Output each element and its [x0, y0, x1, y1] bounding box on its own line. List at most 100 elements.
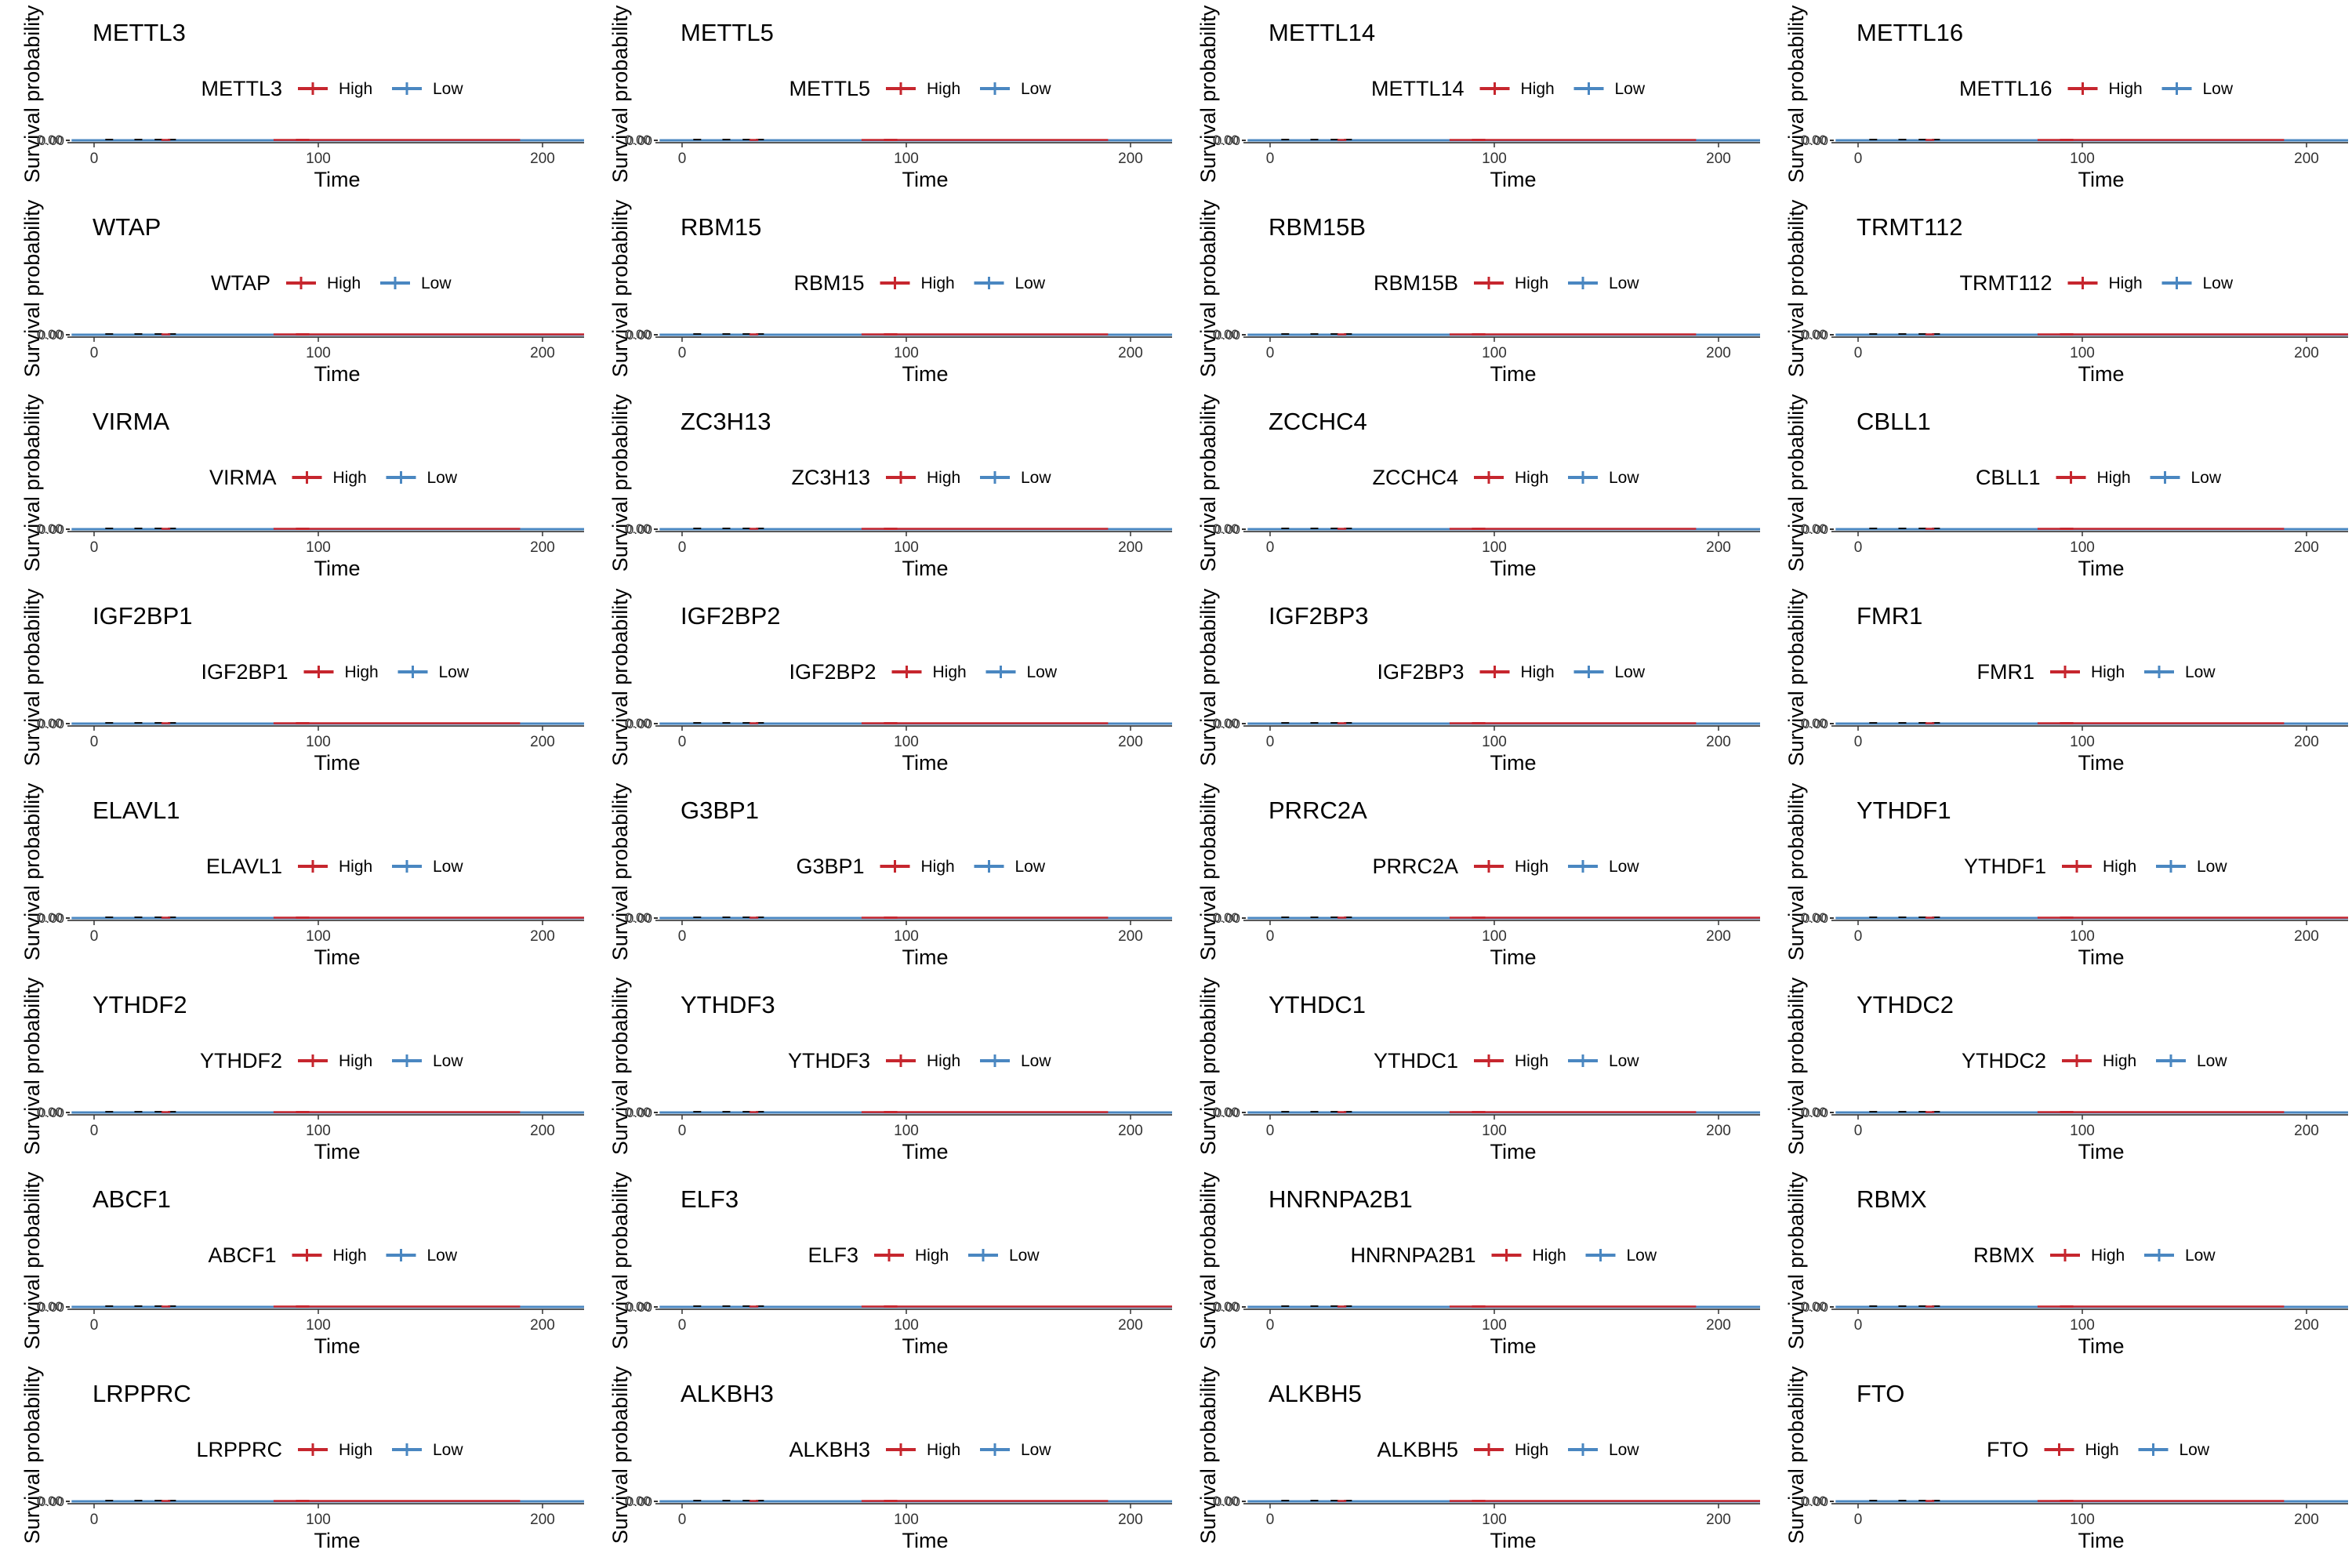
survival-panel: YTHDF2 Survival probability YTHDF2 High Low 0… [0, 972, 588, 1167]
legend-label-high: High [915, 1247, 949, 1265]
panel-title: METTL3 [93, 19, 186, 46]
y-tick-label: 0.00 [625, 1494, 651, 1508]
legend: HNRNPA2B1 High Low [1350, 1243, 1657, 1267]
survival-plot: YTHDF2 Survival probability YTHDF2 High Low 0… [20, 977, 584, 1163]
legend: IGF2BP3 High Low [1377, 660, 1645, 684]
survival-plot: IGF2BP2 Survival probability IGF2BP2 High Lo… [608, 588, 1172, 775]
legend-title: METTL3 [201, 77, 282, 100]
legend-label-low: Low [1609, 469, 1639, 487]
panel-title: ALKBH5 [1269, 1380, 1362, 1407]
legend-title: YTHDC2 [1962, 1049, 2046, 1073]
y-axis-label: Survival probability [1784, 782, 1808, 960]
legend-label-low: Low [1615, 80, 1646, 98]
panel-title: VIRMA [93, 408, 170, 435]
x-tick-label: 200 [2294, 1317, 2319, 1334]
legend-label-low: Low [1021, 469, 1051, 487]
legend-title: FMR1 [1977, 660, 2035, 684]
legend-label-high: High [333, 1247, 367, 1265]
x-tick-label: 100 [2070, 734, 2095, 750]
legend-label-low: Low [2197, 1052, 2227, 1070]
survival-panel: FTO Survival probability FTO High Low 0.00 0.0… [1764, 1361, 2352, 1555]
legend: RBMX High Low [1973, 1243, 2216, 1267]
y-tick-label: 0.00 [37, 910, 63, 925]
x-axis-label: Time [902, 751, 949, 775]
legend: TRMT112 High Low [1959, 271, 2233, 295]
y-tick-label: 0.00 [1802, 133, 1828, 148]
legend: FTO High Low [1987, 1438, 2210, 1461]
x-tick-label: 100 [894, 345, 919, 361]
survival-plot: YTHDF1 Survival probability YTHDF1 High Low 0… [1784, 782, 2348, 969]
survival-panel: WTAP Survival probability WTAP High Low 0.00 0… [0, 194, 588, 389]
y-tick-label: 0.00 [1801, 1299, 1827, 1314]
survival-panel: CBLL1 Survival probability CBLL1 High Low 0.0… [1764, 389, 2352, 583]
survival-panel: ABCF1 Survival probability ABCF1 High Low 0.0… [0, 1167, 588, 1361]
legend-label-low: Low [1615, 663, 1646, 681]
x-tick-label: 100 [894, 1317, 919, 1334]
legend: ZC3H13 High Low [791, 466, 1051, 489]
survival-plot: FMR1 Survival probability FMR1 High Low 0.00 0… [1784, 588, 2348, 775]
x-tick-label: 200 [1118, 151, 1143, 167]
panel-title: METTL5 [681, 19, 774, 46]
y-tick-label: 0.00 [626, 522, 652, 537]
y-tick-label: 0.00 [38, 1494, 64, 1509]
y-axis-label: Survival probability [608, 1171, 632, 1349]
x-tick-label: 200 [1706, 151, 1731, 167]
survival-panel: YTHDF1 Survival probability YTHDF1 High Low 0… [1764, 778, 2352, 972]
legend: METTL16 High Low [1959, 77, 2234, 100]
panel-title: RBM15 [681, 213, 761, 241]
survival-panel: METTL3 Survival probability METTL3 High Low 0… [0, 0, 588, 194]
x-tick-label: 0 [678, 734, 687, 750]
x-tick-label: 100 [1482, 1512, 1507, 1528]
legend-label-low: Low [433, 858, 463, 876]
survival-plot: RBM15 Survival probability RBM15 High Low 0.0… [608, 199, 1172, 386]
x-tick-label: 100 [894, 928, 919, 945]
survival-plot: ALKBH3 Survival probability ALKBH3 High Low 0… [608, 1366, 1172, 1552]
survival-panel: ALKBH3 Survival probability ALKBH3 High Low 0… [588, 1361, 1176, 1555]
panel-title: IGF2BP2 [681, 602, 781, 630]
y-tick-label: 0.00 [37, 1494, 63, 1508]
legend-label-high: High [2091, 1247, 2125, 1265]
legend-label-high: High [933, 663, 967, 681]
legend-title: CBLL1 [1976, 466, 2041, 489]
x-tick-label: 100 [306, 1123, 331, 1139]
y-axis-label: Survival probability [608, 977, 632, 1155]
x-tick-label: 100 [894, 539, 919, 556]
survival-panel: VIRMA Survival probability VIRMA High Low 0.0… [0, 389, 588, 583]
x-tick-label: 0 [1854, 1123, 1863, 1139]
x-tick-label: 100 [2070, 539, 2095, 556]
legend-label-low: Low [2203, 80, 2234, 98]
survival-plot: YTHDF3 Survival probability YTHDF3 High Low 0… [608, 977, 1172, 1163]
legend: METTL3 High Low [201, 77, 463, 100]
x-tick-label: 0 [1854, 928, 1863, 945]
y-tick-label: 0.00 [626, 328, 652, 343]
survival-plot: METTL5 Survival probability METTL5 High Low 0… [608, 5, 1172, 191]
y-axis-label: Survival probability [20, 977, 44, 1155]
y-tick-label: 0.00 [38, 133, 64, 148]
legend-label-high: High [2109, 80, 2143, 98]
legend-label-low: Low [2185, 663, 2216, 681]
x-tick-label: 100 [306, 151, 331, 167]
legend-title: IGF2BP3 [1377, 660, 1464, 684]
x-tick-label: 0 [678, 1512, 687, 1528]
y-tick-label: 0.00 [38, 717, 64, 731]
legend-title: YTHDF2 [200, 1049, 282, 1073]
legend-label-high: High [2085, 1441, 2119, 1459]
panel-title: YTHDF1 [1857, 797, 1951, 824]
legend: METTL14 High Low [1371, 77, 1646, 100]
legend-title: ELAVL1 [206, 855, 282, 878]
y-tick-label: 0.00 [37, 327, 63, 342]
legend-label-low: Low [2185, 1247, 2216, 1265]
y-tick-label: 0.00 [37, 1105, 63, 1120]
x-tick-label: 200 [530, 539, 555, 556]
legend: RBM15B High Low [1374, 271, 1639, 295]
y-tick-label: 0.00 [1802, 1300, 1828, 1315]
panel-title: HNRNPA2B1 [1269, 1185, 1413, 1213]
legend: ZCCHC4 High Low [1372, 466, 1639, 489]
x-tick-label: 100 [1482, 928, 1507, 945]
survival-panel: YTHDC1 Survival probability YTHDC1 High Low 0… [1176, 972, 1764, 1167]
x-tick-label: 0 [678, 928, 687, 945]
legend-label-low: Low [1627, 1247, 1657, 1265]
y-tick-label: 0.00 [1213, 1299, 1239, 1314]
y-tick-label: 0.00 [625, 132, 651, 147]
legend-label-low: Low [1009, 1247, 1040, 1265]
